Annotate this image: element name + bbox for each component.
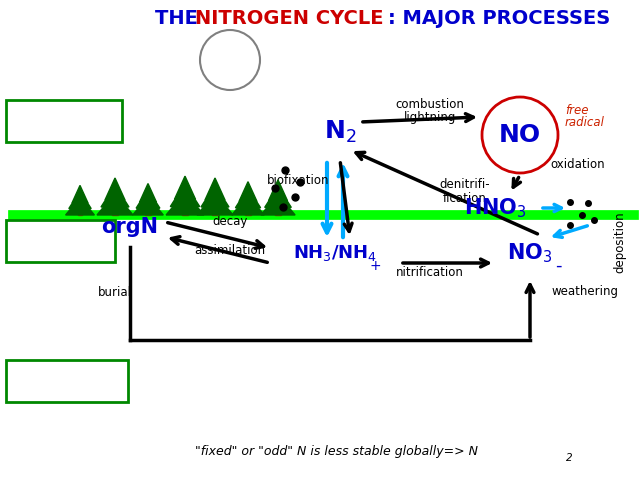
Text: denitrifi-: denitrifi-: [440, 179, 490, 192]
Polygon shape: [136, 190, 160, 208]
Polygon shape: [97, 193, 133, 215]
Text: assimilation: assimilation: [195, 243, 266, 256]
Text: orgN: orgN: [102, 217, 159, 237]
Polygon shape: [261, 194, 295, 215]
Text: biofixation: biofixation: [267, 173, 329, 187]
Polygon shape: [212, 207, 218, 215]
Polygon shape: [72, 185, 88, 203]
Text: radical: radical: [565, 117, 605, 130]
Text: lightning: lightning: [404, 110, 456, 123]
Text: +: +: [369, 259, 381, 273]
FancyBboxPatch shape: [6, 220, 115, 262]
Text: nitrification: nitrification: [396, 265, 464, 278]
Text: HNO$_3$: HNO$_3$: [463, 196, 527, 220]
Polygon shape: [77, 209, 83, 215]
Polygon shape: [175, 176, 195, 199]
Polygon shape: [269, 180, 287, 201]
Polygon shape: [265, 187, 291, 207]
Text: NO$_3$: NO$_3$: [508, 241, 553, 265]
Polygon shape: [239, 182, 257, 202]
Polygon shape: [197, 193, 233, 215]
Text: combustion: combustion: [396, 97, 465, 110]
Text: fication: fication: [443, 192, 487, 204]
Circle shape: [200, 30, 260, 90]
Polygon shape: [105, 178, 125, 200]
Polygon shape: [201, 185, 229, 207]
Polygon shape: [112, 207, 118, 215]
Text: free: free: [565, 104, 589, 117]
Text: NITROGEN CYCLE: NITROGEN CYCLE: [195, 9, 383, 27]
Text: deposition: deposition: [614, 211, 627, 273]
Text: decay: decay: [212, 216, 248, 228]
Text: THE: THE: [155, 9, 205, 27]
Polygon shape: [205, 178, 225, 200]
Polygon shape: [232, 195, 264, 215]
Polygon shape: [166, 192, 204, 215]
Text: 2: 2: [566, 453, 573, 463]
Text: BIOSPHERE: BIOSPHERE: [14, 236, 85, 246]
Polygon shape: [245, 208, 251, 215]
Text: -: -: [555, 257, 561, 275]
Text: weathering: weathering: [552, 286, 618, 299]
Text: "fixed" or "odd" N is less stable globally=> N: "fixed" or "odd" N is less stable global…: [195, 445, 478, 458]
Polygon shape: [236, 188, 260, 208]
Text: : MAJOR PROCESSES: : MAJOR PROCESSES: [388, 9, 611, 27]
Text: burial: burial: [98, 286, 132, 299]
Text: oxidation: oxidation: [550, 158, 605, 171]
Text: ATMOSPHERE: ATMOSPHERE: [14, 116, 99, 126]
Text: NO: NO: [499, 123, 541, 147]
Polygon shape: [69, 191, 92, 209]
Polygon shape: [145, 208, 150, 215]
Polygon shape: [140, 183, 157, 202]
Polygon shape: [101, 185, 129, 207]
Circle shape: [482, 97, 558, 173]
Text: NH$_3$/NH$_4$: NH$_3$/NH$_4$: [293, 243, 377, 263]
Polygon shape: [132, 196, 163, 215]
FancyBboxPatch shape: [6, 100, 122, 142]
Polygon shape: [170, 183, 200, 206]
Polygon shape: [275, 207, 281, 215]
Polygon shape: [65, 197, 95, 215]
Polygon shape: [182, 206, 188, 215]
Text: LITHOSPHERE: LITHOSPHERE: [14, 376, 100, 386]
FancyBboxPatch shape: [6, 360, 128, 402]
Text: N$_2$: N$_2$: [324, 119, 356, 145]
